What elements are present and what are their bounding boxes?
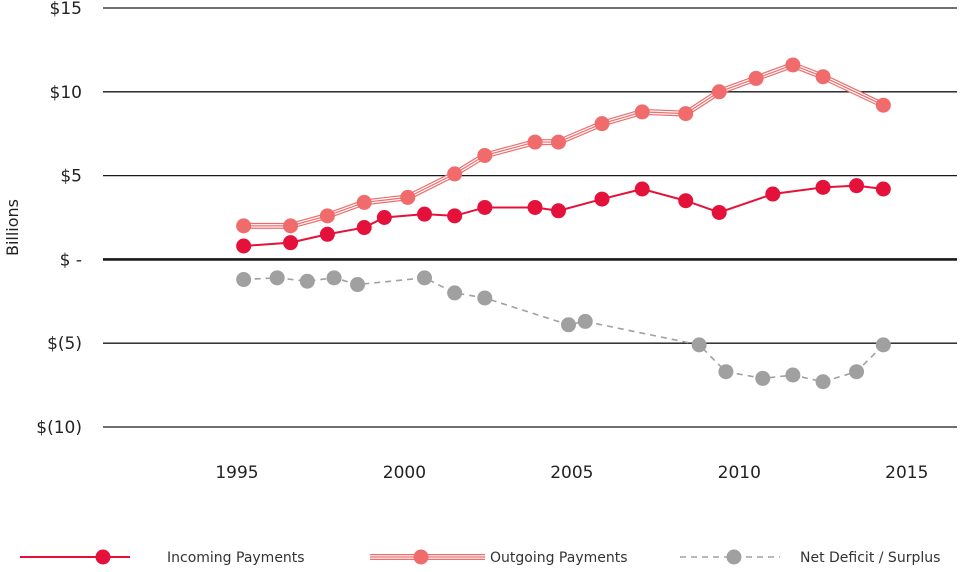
data-point [376,210,392,225]
legend-marker [413,549,429,565]
data-point [849,178,865,194]
data-point [748,70,764,86]
legend-marker [726,549,742,565]
y-axis-label: Billions [3,199,22,256]
data-point [718,364,734,380]
data-point [299,273,315,289]
data-point [527,199,543,215]
data-point [236,238,252,254]
y-tick-label: $15 [50,0,82,19]
x-tick-label: 2015 [885,463,928,483]
data-point [875,337,891,353]
data-point [319,226,335,242]
data-point [634,104,650,120]
data-point [527,134,543,150]
data-point [326,270,342,286]
data-point [785,57,801,73]
data-point [447,166,463,182]
data-point [594,191,610,207]
data-point [356,220,372,236]
x-tick-label: 2000 [383,463,426,483]
legend-label: Incoming Payments [167,550,305,566]
data-point [815,69,831,85]
legend-marker [95,549,111,565]
data-point [594,116,610,132]
data-point [550,134,566,150]
data-point [875,97,891,113]
data-point [356,194,372,210]
data-point [550,203,566,219]
x-tick-label: 1995 [215,463,258,483]
y-tick-label: $(5) [47,334,82,354]
legend-label: Outgoing Payments [490,550,628,566]
y-tick-label: $5 [60,167,82,187]
data-point [755,370,771,386]
y-tick-label: $ - [60,250,82,270]
data-point [678,193,694,209]
data-point [815,179,831,195]
data-point [711,204,727,220]
data-point [350,277,366,293]
data-point [577,313,593,329]
x-tick-label: 2010 [718,463,761,483]
data-point [849,364,865,380]
data-point [634,181,650,197]
data-point [678,106,694,122]
data-point [477,290,493,306]
data-point [283,218,299,234]
data-point [691,337,707,353]
data-point [417,270,433,286]
data-point [765,186,781,202]
data-point [319,208,335,224]
data-point [711,84,727,100]
data-point [875,181,891,197]
data-point [447,208,463,224]
data-point [477,147,493,163]
data-point [815,374,831,390]
data-point [477,199,493,215]
data-point [785,367,801,383]
data-point [236,272,252,288]
data-point [447,285,463,301]
y-tick-label: $10 [50,83,82,103]
data-point [236,218,252,234]
data-point [400,189,416,205]
data-point [283,235,299,251]
data-point [561,317,577,333]
legend-label: Net Deficit / Surplus [800,550,940,566]
data-point [269,270,285,286]
data-point [417,206,433,222]
y-tick-label: $(10) [36,418,82,438]
x-tick-label: 2005 [550,463,593,483]
